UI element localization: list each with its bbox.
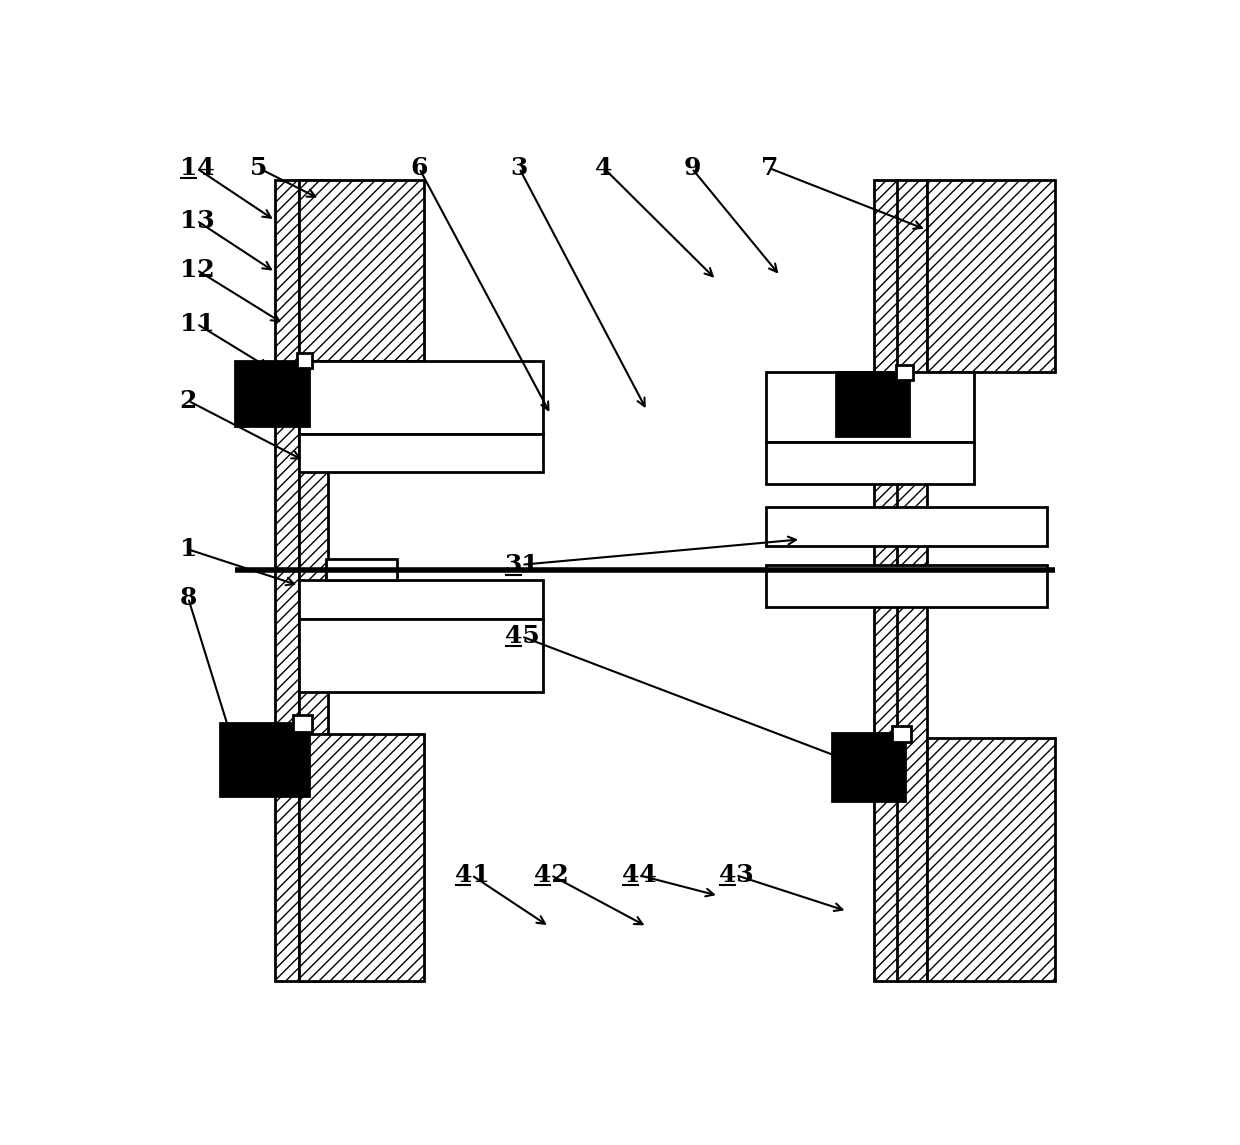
- Text: 11: 11: [180, 311, 215, 335]
- Text: 43: 43: [719, 863, 754, 887]
- Bar: [219, 722, 309, 796]
- Bar: [299, 581, 543, 618]
- Bar: [293, 714, 312, 732]
- Bar: [895, 365, 913, 380]
- Text: 13: 13: [180, 208, 215, 232]
- Bar: [275, 180, 299, 980]
- Text: 12: 12: [180, 258, 215, 282]
- Bar: [766, 442, 975, 484]
- Bar: [898, 180, 926, 980]
- Bar: [926, 739, 1055, 980]
- Text: 8: 8: [180, 586, 197, 610]
- Text: 42: 42: [534, 863, 569, 887]
- Bar: [299, 180, 424, 361]
- Text: 4: 4: [595, 156, 613, 180]
- Text: 1: 1: [180, 537, 197, 561]
- Bar: [299, 434, 543, 473]
- Bar: [296, 353, 312, 369]
- Text: 7: 7: [761, 156, 779, 180]
- Bar: [299, 618, 543, 692]
- Text: 3: 3: [511, 156, 528, 180]
- Text: 5: 5: [250, 156, 268, 180]
- Bar: [874, 180, 899, 980]
- Bar: [299, 180, 327, 980]
- Bar: [299, 734, 424, 980]
- Text: 41: 41: [455, 863, 490, 887]
- Bar: [832, 734, 905, 802]
- Bar: [236, 361, 309, 426]
- Text: 31: 31: [505, 553, 539, 577]
- Text: 44: 44: [621, 863, 656, 887]
- Bar: [766, 507, 1048, 545]
- Text: 6: 6: [410, 156, 428, 180]
- Text: 14: 14: [180, 156, 215, 180]
- Bar: [766, 372, 975, 442]
- Bar: [836, 372, 909, 436]
- Text: 2: 2: [180, 389, 197, 412]
- Text: 45: 45: [505, 624, 539, 648]
- Bar: [892, 726, 911, 742]
- Bar: [299, 361, 543, 434]
- Bar: [766, 564, 1048, 607]
- Text: 9: 9: [683, 156, 701, 180]
- Bar: [926, 180, 1055, 372]
- Bar: [326, 560, 397, 581]
